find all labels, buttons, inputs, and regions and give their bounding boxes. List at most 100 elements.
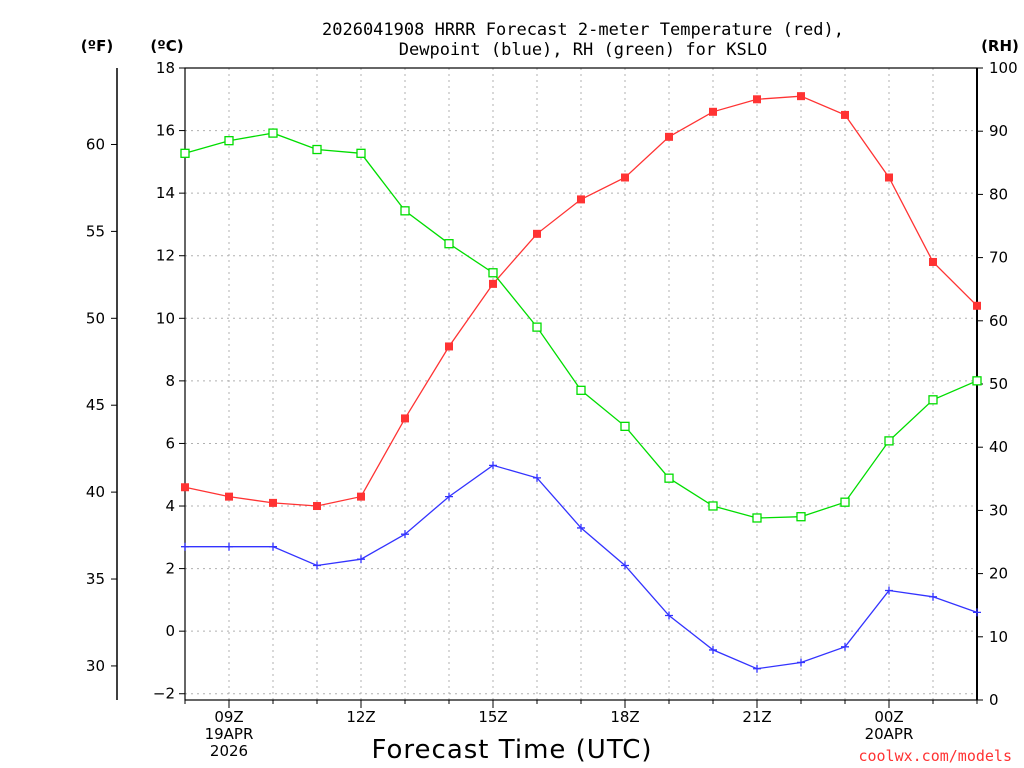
fahrenheit-tick-label: 45 [86, 396, 105, 414]
temperature-point [357, 492, 365, 501]
celsius-tick-label: 8 [165, 372, 175, 390]
chart-title-line-2: Dewpoint (blue), RH (green) for KSLO [399, 40, 767, 60]
temperature-point [577, 195, 585, 204]
temperature-point [885, 173, 893, 182]
dewpoint-point [313, 561, 321, 570]
temperature-point [621, 173, 629, 182]
temperature-point [225, 492, 233, 501]
fahrenheit-unit-label: (ºF) [81, 37, 113, 55]
x-tick-label: 20APR [865, 725, 914, 743]
dewpoint-point [225, 542, 233, 551]
dewpoint-point [753, 664, 761, 673]
celsius-tick-label: 0 [165, 622, 175, 640]
rh-point [708, 501, 718, 511]
temperature-point [269, 498, 277, 507]
rh-point [444, 239, 454, 249]
temperature-point [973, 301, 981, 310]
credit-link[interactable]: coolwx.com/models [858, 747, 1012, 765]
series-dewpoint [181, 461, 981, 673]
temperature-point [401, 414, 409, 423]
temperature-point [709, 107, 717, 116]
x-tick-label: 21Z [742, 708, 771, 726]
celsius-tick-label: −2 [153, 685, 175, 703]
rh-tick-label: 30 [989, 501, 1008, 519]
dewpoint-point [885, 586, 893, 595]
rh-point [928, 395, 938, 405]
rh-tick-label: 80 [989, 185, 1008, 203]
rh-tick-label: 60 [989, 312, 1008, 330]
temperature-point [665, 132, 673, 141]
rh-point [312, 144, 322, 155]
plot-frame [184, 67, 978, 701]
ticks: −2 0 2 4 6 8 10 12 14 16 18 30 35 40 45 50 55 60 0 10 20 30 40… [86, 59, 1018, 760]
x-tick-label: 00Z [874, 708, 903, 726]
fahrenheit-tick-label: 30 [86, 657, 105, 675]
series-rh [180, 128, 982, 523]
rh-tick-label: 90 [989, 122, 1008, 140]
dewpoint-point [577, 523, 585, 532]
series-layer [180, 92, 982, 673]
rh-point [576, 385, 586, 395]
rh-tick-label: 100 [989, 59, 1018, 77]
celsius-tick-label: 12 [156, 247, 175, 265]
x-tick-label: 19APR [205, 725, 254, 743]
rh-point [488, 268, 498, 278]
rh-point [752, 513, 762, 523]
dewpoint-point [445, 492, 453, 501]
x-tick-label: 18Z [610, 708, 639, 726]
rh-tick-label: 50 [989, 375, 1008, 393]
series-temperature [181, 92, 981, 511]
fahrenheit-tick-label: 50 [86, 309, 105, 327]
chart-title: 2026041908 HRRR Forecast 2-meter Tempera… [322, 20, 844, 60]
fahrenheit-tick-label: 55 [86, 222, 105, 240]
rh-unit-label: (RH) [981, 37, 1019, 55]
celsius-tick-label: 16 [156, 122, 175, 140]
temperature-point [489, 279, 497, 288]
dewpoint-point [929, 592, 937, 601]
rh-tick-label: 0 [989, 691, 999, 709]
dewpoint-point [401, 530, 409, 539]
x-tick-label: 09Z [214, 708, 243, 726]
temperature-point [445, 342, 453, 351]
temperature-line [184, 95, 978, 507]
rh-tick-label: 40 [989, 438, 1008, 456]
dewpoint-point [489, 461, 497, 470]
celsius-tick-label: 2 [165, 560, 175, 578]
celsius-tick-label: 6 [165, 434, 175, 452]
temperature-point [533, 229, 541, 238]
axes [116, 67, 978, 701]
rh-point [268, 128, 278, 138]
rh-point [972, 376, 982, 386]
x-tick-label: 12Z [346, 708, 375, 726]
celsius-tick-label: 14 [156, 184, 175, 202]
rh-point [620, 421, 630, 431]
celsius-tick-label: 4 [165, 497, 175, 515]
rh-point [400, 206, 410, 216]
chart-title-line-1: 2026041908 HRRR Forecast 2-meter Tempera… [322, 20, 844, 40]
dewpoint-point [621, 561, 629, 570]
fahrenheit-tick-label: 60 [86, 135, 105, 153]
dewpoint-point [841, 642, 849, 651]
celsius-unit-label: (ºC) [150, 37, 183, 55]
rh-tick-label: 10 [989, 628, 1008, 646]
x-tick-label: 2026 [210, 742, 248, 760]
dewpoint-point [665, 611, 673, 620]
temperature-point [929, 257, 937, 266]
rh-point [664, 473, 674, 483]
rh-point [840, 497, 850, 507]
rh-point [180, 148, 190, 158]
rh-point [356, 148, 366, 158]
dewpoint-point [533, 473, 541, 482]
dewpoint-point [797, 658, 805, 667]
dewpoint-point [357, 555, 365, 564]
temperature-point [797, 92, 805, 101]
x-axis-label: Forecast Time (UTC) [371, 735, 652, 765]
temperature-point [841, 110, 849, 119]
temperature-point [753, 95, 761, 104]
x-tick-label: 15Z [478, 708, 507, 726]
dewpoint-point [181, 542, 189, 551]
rh-tick-label: 70 [989, 249, 1008, 267]
dewpoint-point [973, 608, 981, 617]
fahrenheit-tick-label: 40 [86, 483, 105, 501]
celsius-tick-label: 10 [156, 309, 175, 327]
